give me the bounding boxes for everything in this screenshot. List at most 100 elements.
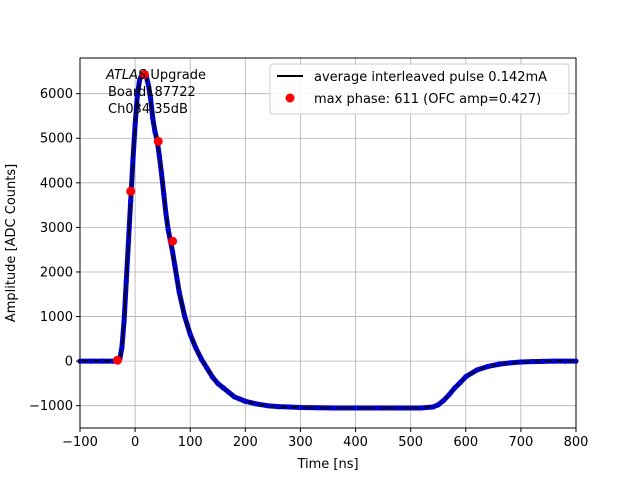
max-phase-marker bbox=[112, 355, 122, 365]
pulse-sample-point bbox=[441, 397, 447, 403]
atlas-annotation: ATLAS Upgrade Board187722 Ch034 35dB bbox=[105, 68, 206, 117]
pulse-sample-point bbox=[253, 401, 259, 407]
pulse-sample-point bbox=[156, 153, 162, 159]
x-tick-label: 700 bbox=[508, 435, 533, 450]
pulse-sample-point bbox=[134, 93, 140, 99]
pulse-sample-point bbox=[163, 211, 169, 217]
pulse-sample-point bbox=[474, 367, 480, 373]
y-tick-label: 1000 bbox=[40, 310, 73, 325]
max-phase-marker bbox=[168, 236, 178, 246]
y-axis-label: Amplitude [ADC Counts] bbox=[4, 164, 19, 322]
average-pulse-line bbox=[80, 72, 576, 409]
pulse-sample-point bbox=[176, 289, 182, 295]
max-phase-marker bbox=[139, 69, 149, 79]
x-tick-label: 500 bbox=[398, 435, 423, 450]
legend: average interleaved pulse 0.142mA max ph… bbox=[269, 63, 570, 115]
pulse-sample-point bbox=[215, 380, 221, 387]
pulse-sample-point bbox=[187, 331, 193, 337]
legend-marker-swatch bbox=[285, 93, 295, 103]
pulse-sample-point bbox=[204, 365, 210, 371]
pulse-sample-point bbox=[121, 318, 127, 324]
pulse-sample-point bbox=[446, 391, 452, 398]
pulse-sample-point bbox=[220, 385, 226, 391]
pulse-sample-point bbox=[452, 385, 458, 391]
pulse-sample-point bbox=[562, 358, 568, 364]
pulse-sample-point bbox=[136, 77, 143, 83]
y-tick-label: −1000 bbox=[29, 399, 73, 414]
pulse-sample-point bbox=[242, 398, 248, 404]
pulse-sample-point bbox=[99, 358, 105, 364]
pulse-sample-point bbox=[237, 396, 243, 402]
pulse-sample-point bbox=[352, 405, 359, 411]
pulse-sample-point bbox=[158, 171, 165, 177]
pulse-sample-point bbox=[165, 227, 171, 233]
pulse-sample-point bbox=[226, 389, 232, 395]
pulse-sample-point bbox=[209, 374, 215, 380]
annotation-upgrade: Upgrade bbox=[146, 68, 206, 83]
annotation-line-1: ATLAS Upgrade bbox=[105, 68, 206, 83]
y-tick-label: 2000 bbox=[40, 265, 73, 280]
pulse-sample-point bbox=[375, 405, 381, 411]
pulse-sample-point bbox=[150, 115, 156, 121]
pulse-sample-point bbox=[130, 157, 136, 164]
pulse-sample-point bbox=[128, 198, 134, 204]
pulse-sample-point bbox=[123, 278, 129, 284]
x-tick-label: 300 bbox=[288, 435, 313, 450]
x-tick-label: 600 bbox=[453, 435, 478, 450]
max-phase-marker bbox=[126, 186, 136, 196]
annotation-board: Board187722 bbox=[108, 85, 196, 100]
pulse-sample-point bbox=[147, 95, 154, 101]
pulse-sample-point bbox=[540, 358, 546, 364]
pulse-sample-point bbox=[330, 405, 337, 411]
pulse-plot-area bbox=[77, 69, 579, 411]
x-tick-label: 0 bbox=[131, 435, 139, 450]
pulse-sample-point bbox=[518, 359, 524, 365]
pulse-sample-point bbox=[145, 82, 151, 88]
pulse-sample-point bbox=[198, 356, 204, 362]
pulse-sample-point bbox=[529, 358, 535, 365]
pulse-sample-point bbox=[430, 404, 436, 410]
pulse-sample-point bbox=[119, 345, 125, 351]
y-tick-label: 3000 bbox=[40, 221, 73, 236]
annotation-channel: Ch034 35dB bbox=[108, 102, 188, 117]
y-tick-label: 6000 bbox=[40, 87, 73, 102]
pulse-sample-point bbox=[397, 405, 403, 411]
pulse-sample-point bbox=[275, 404, 281, 410]
pulse-sample-point bbox=[463, 374, 469, 380]
pulse-sample-point bbox=[485, 363, 491, 370]
x-axis-label: Time [ns] bbox=[296, 457, 358, 472]
plot-frame bbox=[79, 57, 577, 429]
legend-box bbox=[269, 63, 570, 115]
max-phase-marker bbox=[153, 136, 163, 146]
x-tick-label: 100 bbox=[178, 435, 203, 450]
pulse-sample-point bbox=[88, 358, 94, 364]
pulse-sample-point bbox=[457, 379, 463, 386]
pulse-sample-point bbox=[496, 361, 502, 367]
pulse-sample-point bbox=[551, 358, 557, 364]
pulse-sample-point bbox=[182, 313, 188, 320]
y-tick-label: 0 bbox=[65, 355, 73, 370]
pulse-sample-point bbox=[174, 276, 180, 282]
pulse-sample-point bbox=[507, 360, 513, 366]
x-tick-label: 800 bbox=[564, 435, 589, 450]
pulse-sample-point bbox=[125, 238, 132, 244]
pulse-sample-point bbox=[169, 249, 176, 255]
legend-label-max-phase: max phase: 611 (OFC amp=0.427) bbox=[314, 92, 541, 107]
legend-label-average: average interleaved pulse 0.142mA bbox=[314, 70, 547, 85]
x-axis-ticks: −100 0 100 200 300 400 500 600 700 800 bbox=[62, 428, 588, 450]
pulse-sample-point bbox=[161, 191, 167, 197]
annotation-atlas: ATLAS bbox=[105, 68, 146, 83]
y-axis-ticks: −1000 0 1000 2000 3000 4000 5000 6000 bbox=[29, 87, 80, 414]
pulse-sample-point bbox=[264, 403, 270, 409]
x-tick-label: 400 bbox=[343, 435, 368, 450]
pulse-sample-point bbox=[286, 404, 293, 410]
pulse-sample-point bbox=[231, 394, 237, 400]
pulse-sample-point bbox=[297, 404, 304, 411]
pulse-sample-point bbox=[132, 122, 138, 128]
pulse-sample-point bbox=[314, 405, 320, 411]
pulse-sample-point bbox=[435, 402, 441, 408]
pulse-sample-point bbox=[172, 262, 178, 268]
y-tick-label: 5000 bbox=[40, 132, 73, 147]
x-tick-label: −100 bbox=[62, 435, 98, 450]
